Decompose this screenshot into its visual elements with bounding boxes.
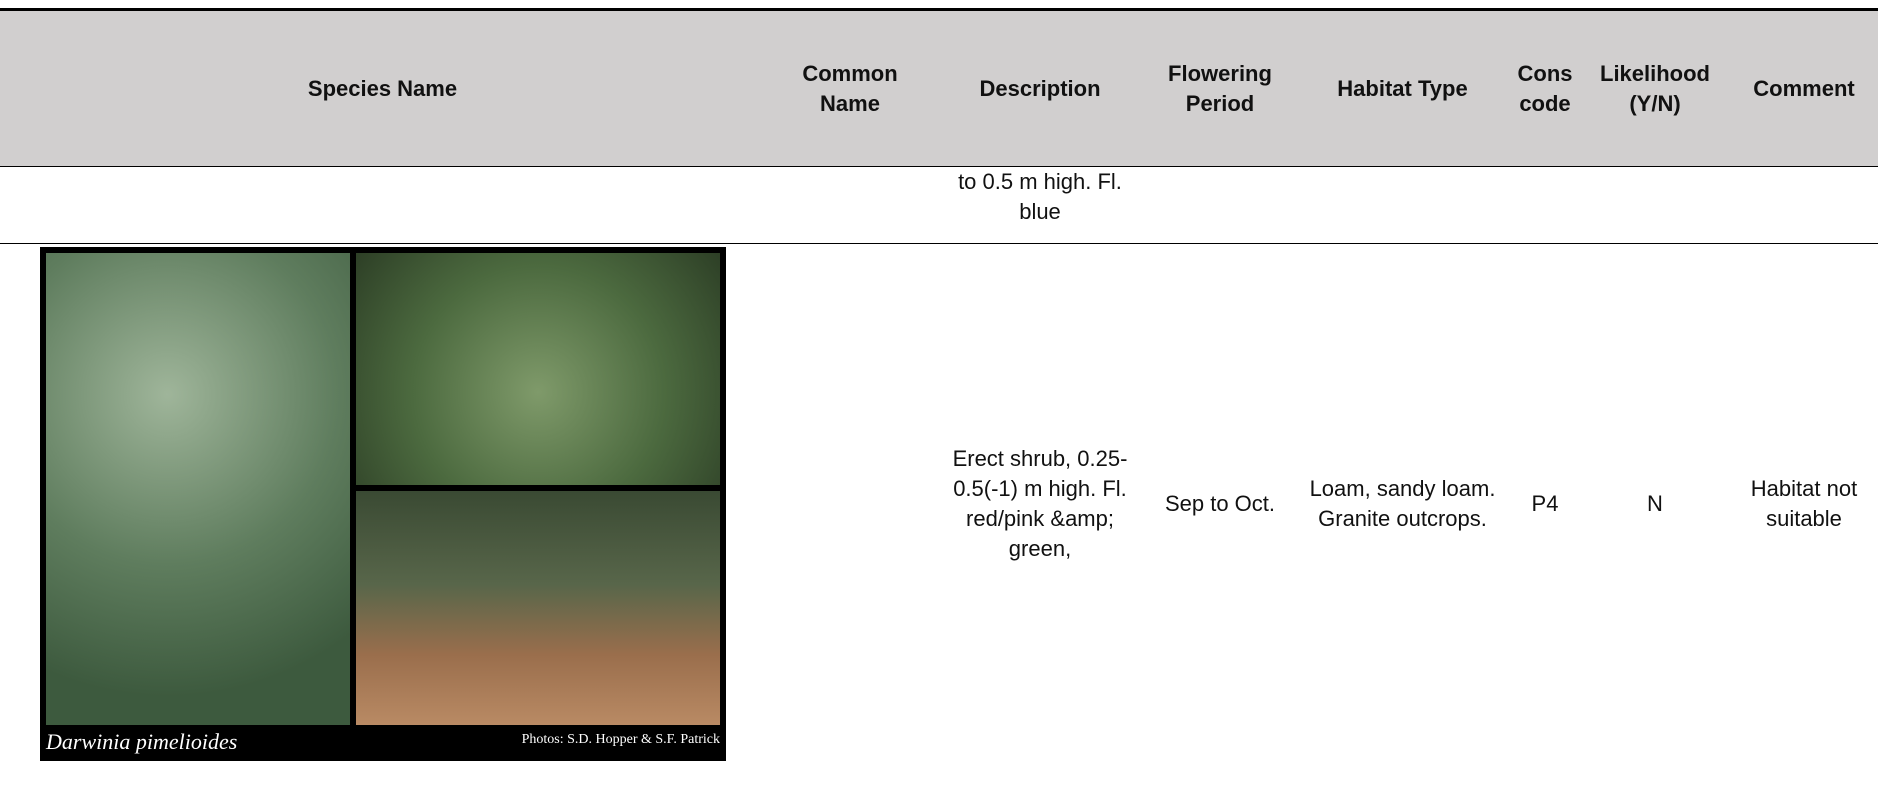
species-table: Species Name Common Name Description Flo… — [0, 8, 1878, 764]
photo-credit: Photos: S.D. Hopper & S.F. Patrick — [522, 725, 720, 755]
likelihood-cell: N — [1580, 244, 1730, 765]
comment-cell: Habitat not suitable — [1730, 244, 1878, 765]
header-cell: Likelihood (Y/N) — [1580, 10, 1730, 167]
page: Species Name Common Name Description Flo… — [0, 8, 1878, 789]
description-cell: Erect shrub, 0.25-0.5(-1) m high. Fl. re… — [935, 244, 1145, 765]
header-cell: Cons code — [1510, 10, 1580, 167]
species-photo: Darwinia pimelioides Photos: S.D. Hopper… — [40, 247, 726, 761]
header-cell: Common Name — [765, 10, 935, 167]
header-cell: Species Name — [0, 10, 765, 167]
habitat-cell: Loam, sandy loam. Granite outcrops. — [1295, 244, 1510, 765]
header-cell: Habitat Type — [1295, 10, 1510, 167]
header-row: Species Name Common Name Description Flo… — [0, 10, 1878, 167]
table-row: Darwinia pimelioides Photos: S.D. Hopper… — [0, 244, 1878, 765]
table-row: to 0.5 m high. Fl. blue — [0, 167, 1878, 244]
header-cell: Description — [935, 10, 1145, 167]
header-cell: Comment — [1730, 10, 1878, 167]
description-cell: to 0.5 m high. Fl. blue — [935, 167, 1145, 244]
flowering-cell: Sep to Oct. — [1145, 244, 1295, 765]
header-cell: Flowering Period — [1145, 10, 1295, 167]
photo-caption: Darwinia pimelioides — [46, 727, 237, 757]
cons-code-cell: P4 — [1510, 244, 1580, 765]
